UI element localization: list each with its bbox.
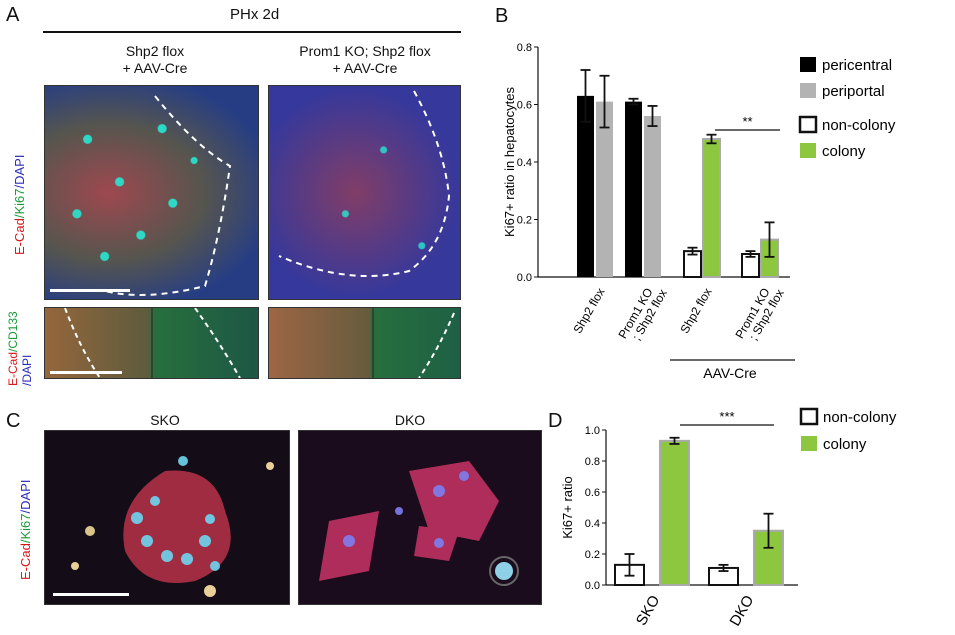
y-tick-label: 0.2	[585, 549, 600, 561]
bar	[644, 116, 661, 277]
y-axis-label: Ki67+ ratio in hepatocytes	[502, 87, 517, 237]
panel-a-col1-title: Shp2 flox + AAV-Cre	[70, 43, 240, 77]
y-tick-label: 0.6	[585, 487, 600, 499]
x-tick-label: Prom1 KO; Shp2 flox	[732, 280, 786, 347]
row2-label-line2: /DAPI	[20, 354, 34, 386]
y-tick-label: 1.0	[585, 425, 600, 437]
scale-bar	[53, 593, 129, 596]
panel-label-d: D	[548, 410, 563, 432]
row2-label-line1: E-Cad/CD133	[6, 311, 20, 386]
legend-swatch	[800, 57, 816, 72]
panel-label-b: B	[495, 5, 509, 27]
sko-cells	[53, 456, 274, 597]
y-tick-label: 0.4	[517, 157, 532, 169]
panel-label-a: A	[6, 4, 20, 26]
col1-title-line2: + AAV-Cre	[122, 60, 188, 76]
scale-bar	[50, 289, 130, 292]
micrograph-a-prom1-cd133	[268, 307, 461, 379]
dko-cells	[319, 461, 519, 586]
micrograph-a-prom1-top	[268, 85, 461, 300]
chart-d: 0.0 0.2 0.4 0.6 0.8 1.0 Ki67+ ratio SKO DKO *** no…	[560, 407, 897, 630]
bar	[702, 138, 721, 278]
micrograph-c-sko	[44, 430, 290, 605]
colony-boundary-a1	[104, 95, 232, 296]
panel-c-col2-title: DKO	[394, 412, 426, 428]
colony-boundary-a3	[64, 308, 241, 378]
micrograph-c-dko	[298, 430, 542, 605]
col2-title-line2: + AAV-Cre	[332, 60, 398, 76]
legend-swatch	[799, 407, 819, 426]
x-tick-label: SKO	[633, 593, 664, 629]
y-tick-label: 0.8	[585, 456, 600, 468]
legend-label: colony	[822, 143, 866, 160]
legend-swatch	[798, 115, 818, 134]
micrograph-a-shp2-top	[44, 85, 259, 300]
significance-marker: **	[742, 114, 752, 129]
significance-marker: ***	[719, 409, 734, 424]
scale-bar	[50, 371, 122, 374]
y-tick-label: 0.0	[517, 272, 532, 284]
colony-boundary-a4	[372, 308, 455, 378]
bar	[625, 101, 642, 277]
x-tick-label: DKO	[726, 593, 757, 630]
panel-c-row-label: E-Cad/Ki67/DAPI	[18, 480, 33, 580]
c-label-ecad: E-Cad	[18, 543, 33, 580]
panel-a-header-line	[43, 31, 461, 33]
row1-label-ki67: /Ki67	[12, 188, 27, 219]
row1-label-ecad: E-Cad	[12, 218, 27, 255]
bar	[659, 439, 690, 586]
y-tick-label: 0.2	[517, 215, 532, 227]
col1-title-line1: Shp2 flox	[125, 43, 185, 59]
colony-boundary-a2	[278, 90, 451, 277]
bar	[577, 95, 594, 277]
panel-a-row1-label: E-Cad/Ki67/DAPI	[12, 155, 27, 255]
col2-title-line1: Prom1 KO; Shp2 flox	[299, 43, 431, 59]
y-tick-label: 0.6	[517, 100, 532, 112]
chart-b: 0.0 0.2 0.4 0.6 0.8 Ki67+ ratio in hepatocyte…	[502, 42, 896, 381]
y-tick-label: 0.0	[585, 580, 600, 592]
legend-label: periportal	[822, 83, 885, 100]
c-label-ki67: /Ki67	[18, 513, 33, 544]
legend-label: colony	[823, 436, 867, 453]
x-tick-label: Shp2 flox	[570, 286, 607, 336]
panel-label-c: C	[6, 410, 21, 432]
y-tick-label: 0.8	[517, 42, 532, 54]
panel-a-row2-label: E-Cad/CD133 /DAPI	[6, 311, 34, 386]
y-tick-label: 0.4	[585, 518, 600, 530]
legend-label: non-colony	[822, 117, 896, 134]
legend-swatch	[800, 143, 816, 158]
y-axis-label: Ki67+ ratio	[560, 476, 575, 539]
bar	[596, 101, 613, 277]
x-tick-label: Prom1 KO; Shp2 flox	[615, 280, 669, 347]
c-label-dapi: /DAPI	[18, 479, 33, 514]
panel-a-header: PHx 2d	[230, 6, 280, 23]
row1-label-dapi: /DAPI	[12, 154, 27, 189]
legend-label: pericentral	[822, 57, 892, 74]
legend-swatch	[800, 83, 816, 98]
legend-label: non-colony	[823, 409, 897, 426]
x-tick-label: Shp2 flox	[677, 286, 714, 336]
panel-a-col2-title: Prom1 KO; Shp2 flox + AAV-Cre	[265, 43, 465, 77]
legend-swatch	[801, 436, 817, 451]
micrograph-a-shp2-cd133	[44, 307, 259, 379]
group-label: AAV-Cre	[703, 365, 757, 381]
panel-c-col1-title: SKO	[150, 412, 180, 428]
